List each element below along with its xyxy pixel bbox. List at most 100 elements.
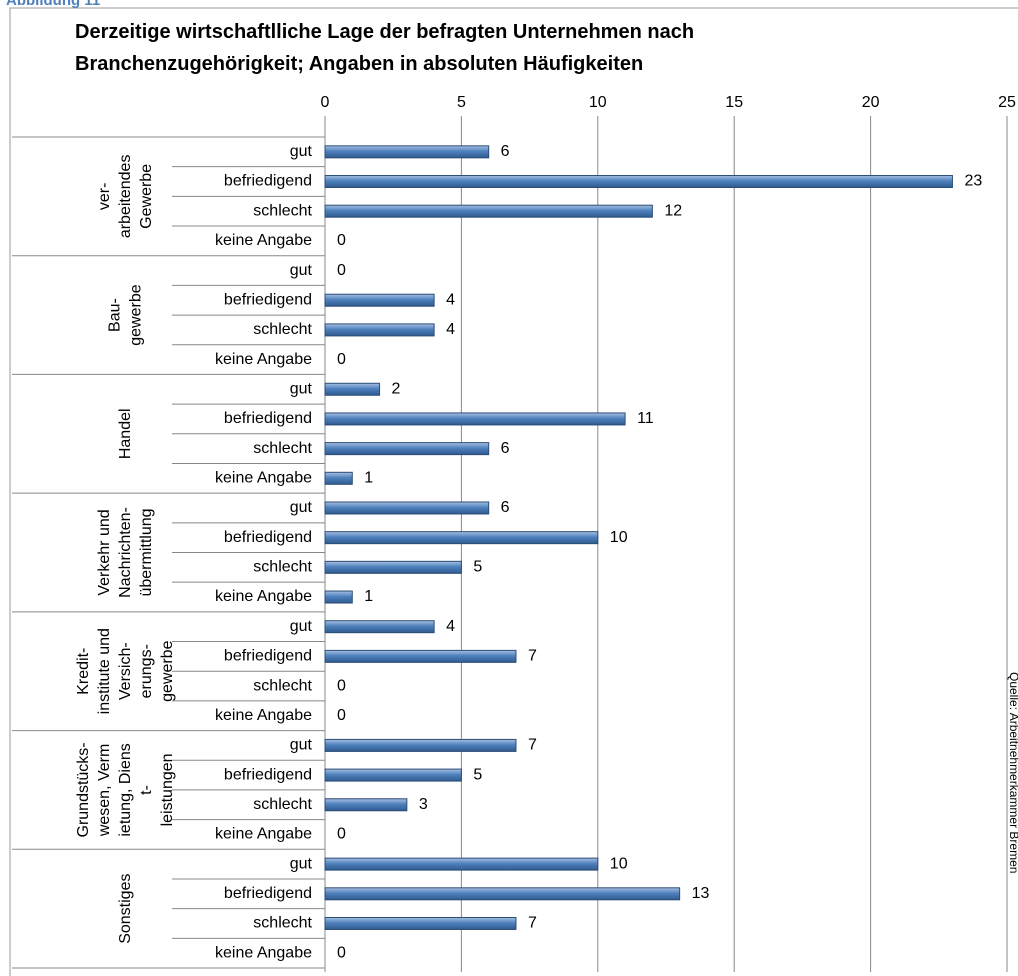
group-label-line: Handel: [117, 408, 134, 459]
y-tick-label: keine Angabe: [215, 944, 312, 961]
value-label: 7: [528, 915, 537, 932]
y-tick-label: befriedigend: [224, 291, 312, 308]
value-label: 0: [337, 826, 346, 843]
value-label: 4: [446, 618, 455, 635]
y-tick-label: keine Angabe: [215, 826, 312, 843]
bar: [324, 887, 681, 901]
y-tick-label: keine Angabe: [215, 707, 312, 724]
x-tick-label: 0: [321, 94, 330, 111]
bar: [324, 798, 408, 812]
bar: [324, 620, 435, 634]
group-label: Grundstücks-wesen, Verm ietung, Diens t-le…: [75, 742, 176, 837]
y-tick-label: befriedigend: [224, 173, 312, 190]
value-label: 6: [501, 499, 510, 516]
value-label: 10: [610, 529, 628, 546]
bar: [324, 590, 353, 604]
group-label-line: Kredit-: [75, 648, 92, 695]
group-label-line: Grundstücks-: [75, 742, 92, 837]
group-label-line: ietung, Diens: [117, 743, 134, 836]
source-note: Quelle: Arbeitnehmerkammer Bremen: [1007, 672, 1018, 873]
group-label-line: Nachrichten-: [117, 507, 134, 598]
bar: [324, 857, 599, 871]
y-tick-label: keine Angabe: [215, 588, 312, 605]
y-tick-label: gut: [290, 855, 313, 872]
value-label: 2: [392, 380, 401, 397]
bar: [324, 145, 490, 159]
y-tick-label: schlecht: [253, 202, 312, 219]
bar: [324, 738, 517, 752]
y-tick-label: gut: [290, 499, 313, 516]
value-label: 0: [337, 262, 346, 279]
value-label: 10: [610, 855, 628, 872]
bar: [324, 323, 435, 337]
group-label-line: Sonstiges: [117, 874, 134, 944]
value-label: 0: [337, 232, 346, 249]
x-tick-label: 15: [725, 94, 743, 111]
y-tick-label: schlecht: [253, 440, 312, 457]
y-tick-label: schlecht: [253, 796, 312, 813]
bar: [324, 768, 462, 782]
group-label-line: übermittlung: [138, 508, 155, 596]
figure-label: Abbildung 11: [6, 0, 100, 9]
bar: [324, 649, 517, 663]
bar: [324, 442, 490, 456]
bar: [324, 471, 353, 485]
group-label-line: ver-: [96, 183, 113, 211]
y-tick-label: schlecht: [253, 559, 312, 576]
group-label-line: gewerbe: [128, 284, 145, 345]
bar: [324, 501, 490, 515]
chart-title: Derzeitige wirtschaftlliche Lage der bef…: [75, 21, 695, 75]
value-label: 0: [337, 351, 346, 368]
bar: [324, 382, 381, 396]
value-label: 4: [446, 291, 455, 308]
group-label-line: gewerbe: [159, 640, 176, 701]
value-label: 4: [446, 321, 455, 338]
value-label: 0: [337, 707, 346, 724]
y-tick-label: keine Angabe: [215, 232, 312, 249]
bar: [324, 175, 953, 189]
group-label: Sonstiges: [117, 874, 134, 944]
value-label: 1: [364, 470, 373, 487]
group-label-line: erungs-: [138, 644, 155, 698]
group-label-line: t-: [138, 785, 155, 795]
y-tick-label: gut: [290, 737, 313, 754]
y-tick-label: gut: [290, 262, 313, 279]
y-tick-label: schlecht: [253, 915, 312, 932]
value-label: 5: [473, 766, 482, 783]
group-label-line: Verkehr und: [96, 509, 113, 595]
y-tick-label: befriedigend: [224, 529, 312, 546]
group-label: ver-arbeitendes Gewerbe: [96, 155, 155, 239]
bar: [324, 412, 626, 426]
x-tick-label: 25: [998, 94, 1016, 111]
group-label: Bau-gewerbe: [107, 284, 145, 345]
group-label-line: institute und: [96, 628, 113, 714]
value-label: 3: [419, 796, 428, 813]
value-label: 13: [692, 885, 710, 902]
value-label: 6: [501, 440, 510, 457]
group-label-line: Gewerbe: [138, 164, 155, 229]
bar: [324, 916, 517, 930]
y-tick-label: schlecht: [253, 321, 312, 338]
y-tick-label: befriedigend: [224, 410, 312, 427]
value-label: 0: [337, 677, 346, 694]
x-tick-label: 20: [862, 94, 880, 111]
group-label: Verkehr und Nachrichten-übermittlung: [96, 507, 155, 598]
y-tick-label: befriedigend: [224, 766, 312, 783]
group-label-line: wesen, Verm: [96, 744, 113, 837]
group-label-line: Versich-: [117, 642, 134, 700]
y-tick-label: keine Angabe: [215, 351, 312, 368]
bar: [324, 531, 599, 545]
group-label: Kredit-institute und Versich-erungs-gewer…: [75, 628, 176, 714]
value-label: 6: [501, 143, 510, 160]
y-tick-label: gut: [290, 143, 313, 160]
bar: [324, 204, 653, 218]
value-label: 7: [528, 737, 537, 754]
bar: [324, 293, 435, 307]
group-label: Handel: [117, 408, 134, 459]
y-tick-label: befriedigend: [224, 648, 312, 665]
value-label: 1: [364, 588, 373, 605]
y-tick-label: keine Angabe: [215, 470, 312, 487]
value-label: 12: [664, 202, 682, 219]
x-tick-label: 5: [457, 94, 466, 111]
